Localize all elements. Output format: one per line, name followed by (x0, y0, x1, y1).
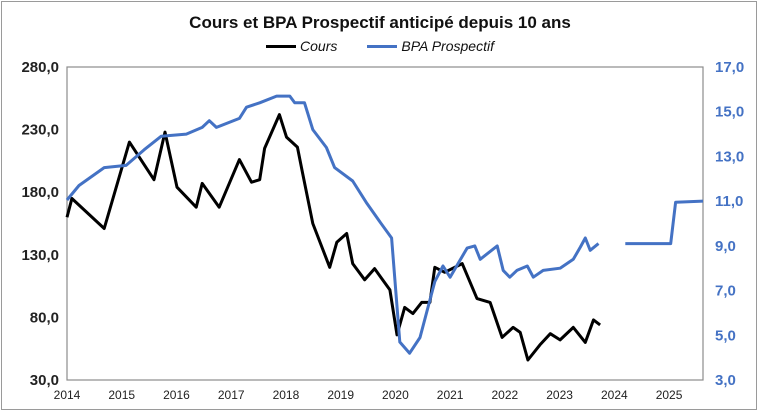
x-tick-label: 2019 (327, 388, 354, 402)
y-left-tick-label: 280,0 (21, 59, 59, 76)
y-right-tick-label: 5,0 (715, 327, 736, 344)
x-tick-label: 2014 (54, 388, 81, 402)
y-right-tick-label: 7,0 (715, 283, 736, 300)
series-line-bpa-prospectif (65, 94, 600, 355)
x-tick-label: 2021 (437, 388, 464, 402)
y-left-tick-label: 230,0 (21, 122, 59, 139)
series-line-bpa-prospectif-forecast (625, 199, 704, 246)
x-tick-label: 2024 (601, 388, 628, 402)
x-tick-label: 2022 (492, 388, 519, 402)
x-tick-label: 2025 (656, 388, 683, 402)
x-tick-label: 2018 (273, 388, 300, 402)
y-right-tick-label: 17,0 (715, 59, 744, 76)
plot-area (66, 66, 704, 381)
y-right-tick-label: 9,0 (715, 238, 736, 255)
x-tick-label: 2017 (218, 388, 245, 402)
legend-label-bpa: BPA Prospectif (401, 38, 494, 54)
x-tick-label: 2020 (382, 388, 409, 402)
y-right-tick-label: 15,0 (715, 104, 744, 121)
y-left-tick-label: 180,0 (21, 184, 59, 201)
y-left-tick-label: 80,0 (30, 309, 59, 326)
y-right-tick-label: 3,0 (715, 372, 736, 389)
x-tick-label: 2016 (163, 388, 190, 402)
legend-item-cours: Cours (266, 38, 337, 54)
x-tick-label: 2023 (546, 388, 573, 402)
y-left-tick-label: 130,0 (21, 247, 59, 264)
legend: Cours BPA Prospectif (0, 38, 760, 54)
y-right-tick-label: 11,0 (715, 193, 743, 210)
legend-item-bpa: BPA Prospectif (367, 38, 494, 54)
legend-swatch-bpa (367, 44, 398, 48)
legend-swatch-cours (266, 44, 297, 48)
y-left-tick-label: 30,0 (30, 372, 59, 389)
chart-title: Cours et BPA Prospectif anticipé depuis … (189, 13, 571, 32)
series-line-cours (65, 113, 602, 362)
y-right-tick-label: 13,0 (715, 148, 744, 165)
x-tick-label: 2015 (108, 388, 135, 402)
legend-label-cours: Cours (300, 38, 338, 54)
